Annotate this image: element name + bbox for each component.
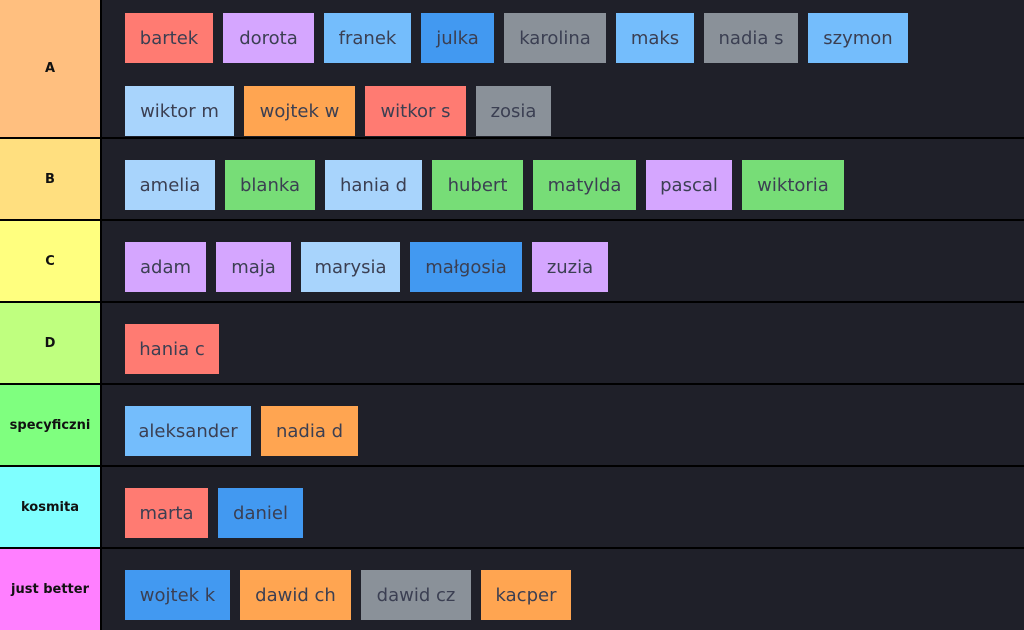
tier-item[interactable]: wojtek w <box>244 86 355 136</box>
tier-row-c: C adam maja marysia małgosia zuzia <box>0 221 1024 301</box>
tier-items-just-better[interactable]: wojtek k dawid ch dawid cz kacper <box>102 549 1024 630</box>
tier-item[interactable]: szymon <box>808 13 908 63</box>
tier-item[interactable]: dorota <box>223 13 314 63</box>
tier-item[interactable]: witkor s <box>365 86 466 136</box>
tier-label-just-better[interactable]: just better <box>0 549 100 630</box>
tier-item[interactable]: dawid ch <box>240 570 351 620</box>
tier-label-kosmita[interactable]: kosmita <box>0 467 100 547</box>
tier-items-specyficzni[interactable]: aleksander nadia d <box>102 385 1024 465</box>
tier-row-kosmita: kosmita marta daniel <box>0 467 1024 547</box>
tier-item[interactable]: bartek <box>125 13 213 63</box>
tier-items-d[interactable]: hania c <box>102 303 1024 383</box>
tier-item[interactable]: blanka <box>225 160 315 210</box>
tier-item[interactable]: hania c <box>125 324 219 374</box>
tier-item[interactable]: amelia <box>125 160 215 210</box>
tier-item[interactable]: nadia s <box>704 13 798 63</box>
tier-item[interactable]: nadia d <box>261 406 358 456</box>
tier-item[interactable]: julka <box>421 13 494 63</box>
tier-row-a: A bartek dorota franek julka karolina ma… <box>0 0 1024 137</box>
tier-item[interactable]: dawid cz <box>361 570 471 620</box>
tier-label-specyficzni[interactable]: specyficzni <box>0 385 100 465</box>
tier-item[interactable]: pascal <box>646 160 732 210</box>
tier-item[interactable]: aleksander <box>125 406 251 456</box>
tier-label-b[interactable]: B <box>0 139 100 219</box>
tier-label-a[interactable]: A <box>0 0 100 137</box>
tier-label-c[interactable]: C <box>0 221 100 301</box>
tier-item[interactable]: zosia <box>476 86 551 136</box>
tier-item[interactable]: zuzia <box>532 242 608 292</box>
tier-item[interactable]: marysia <box>301 242 400 292</box>
tier-item[interactable]: franek <box>324 13 411 63</box>
tier-row-just-better: just better wojtek k dawid ch dawid cz k… <box>0 549 1024 630</box>
tier-item[interactable]: kacper <box>481 570 571 620</box>
tier-item[interactable]: maks <box>616 13 694 63</box>
tier-row-specyficzni: specyficzni aleksander nadia d <box>0 385 1024 465</box>
tier-item[interactable]: adam <box>125 242 206 292</box>
tier-item[interactable]: daniel <box>218 488 303 538</box>
tier-item[interactable]: wiktor m <box>125 86 234 136</box>
tier-item[interactable]: karolina <box>504 13 606 63</box>
tier-label-d[interactable]: D <box>0 303 100 383</box>
tier-items-kosmita[interactable]: marta daniel <box>102 467 1024 547</box>
tier-item[interactable]: hania d <box>325 160 422 210</box>
tier-row-b: B amelia blanka hania d hubert matylda p… <box>0 139 1024 219</box>
tier-item[interactable]: małgosia <box>410 242 522 292</box>
tier-item[interactable]: matylda <box>533 160 636 210</box>
tier-item[interactable]: marta <box>125 488 208 538</box>
tier-item[interactable]: hubert <box>432 160 523 210</box>
tier-item[interactable]: wojtek k <box>125 570 230 620</box>
tier-item[interactable]: wiktoria <box>742 160 844 210</box>
tier-items-c[interactable]: adam maja marysia małgosia zuzia <box>102 221 1024 301</box>
tier-item[interactable]: maja <box>216 242 291 292</box>
tier-items-a[interactable]: bartek dorota franek julka karolina maks… <box>102 0 1024 137</box>
tier-items-b[interactable]: amelia blanka hania d hubert matylda pas… <box>102 139 1024 219</box>
tier-row-d: D hania c <box>0 303 1024 383</box>
